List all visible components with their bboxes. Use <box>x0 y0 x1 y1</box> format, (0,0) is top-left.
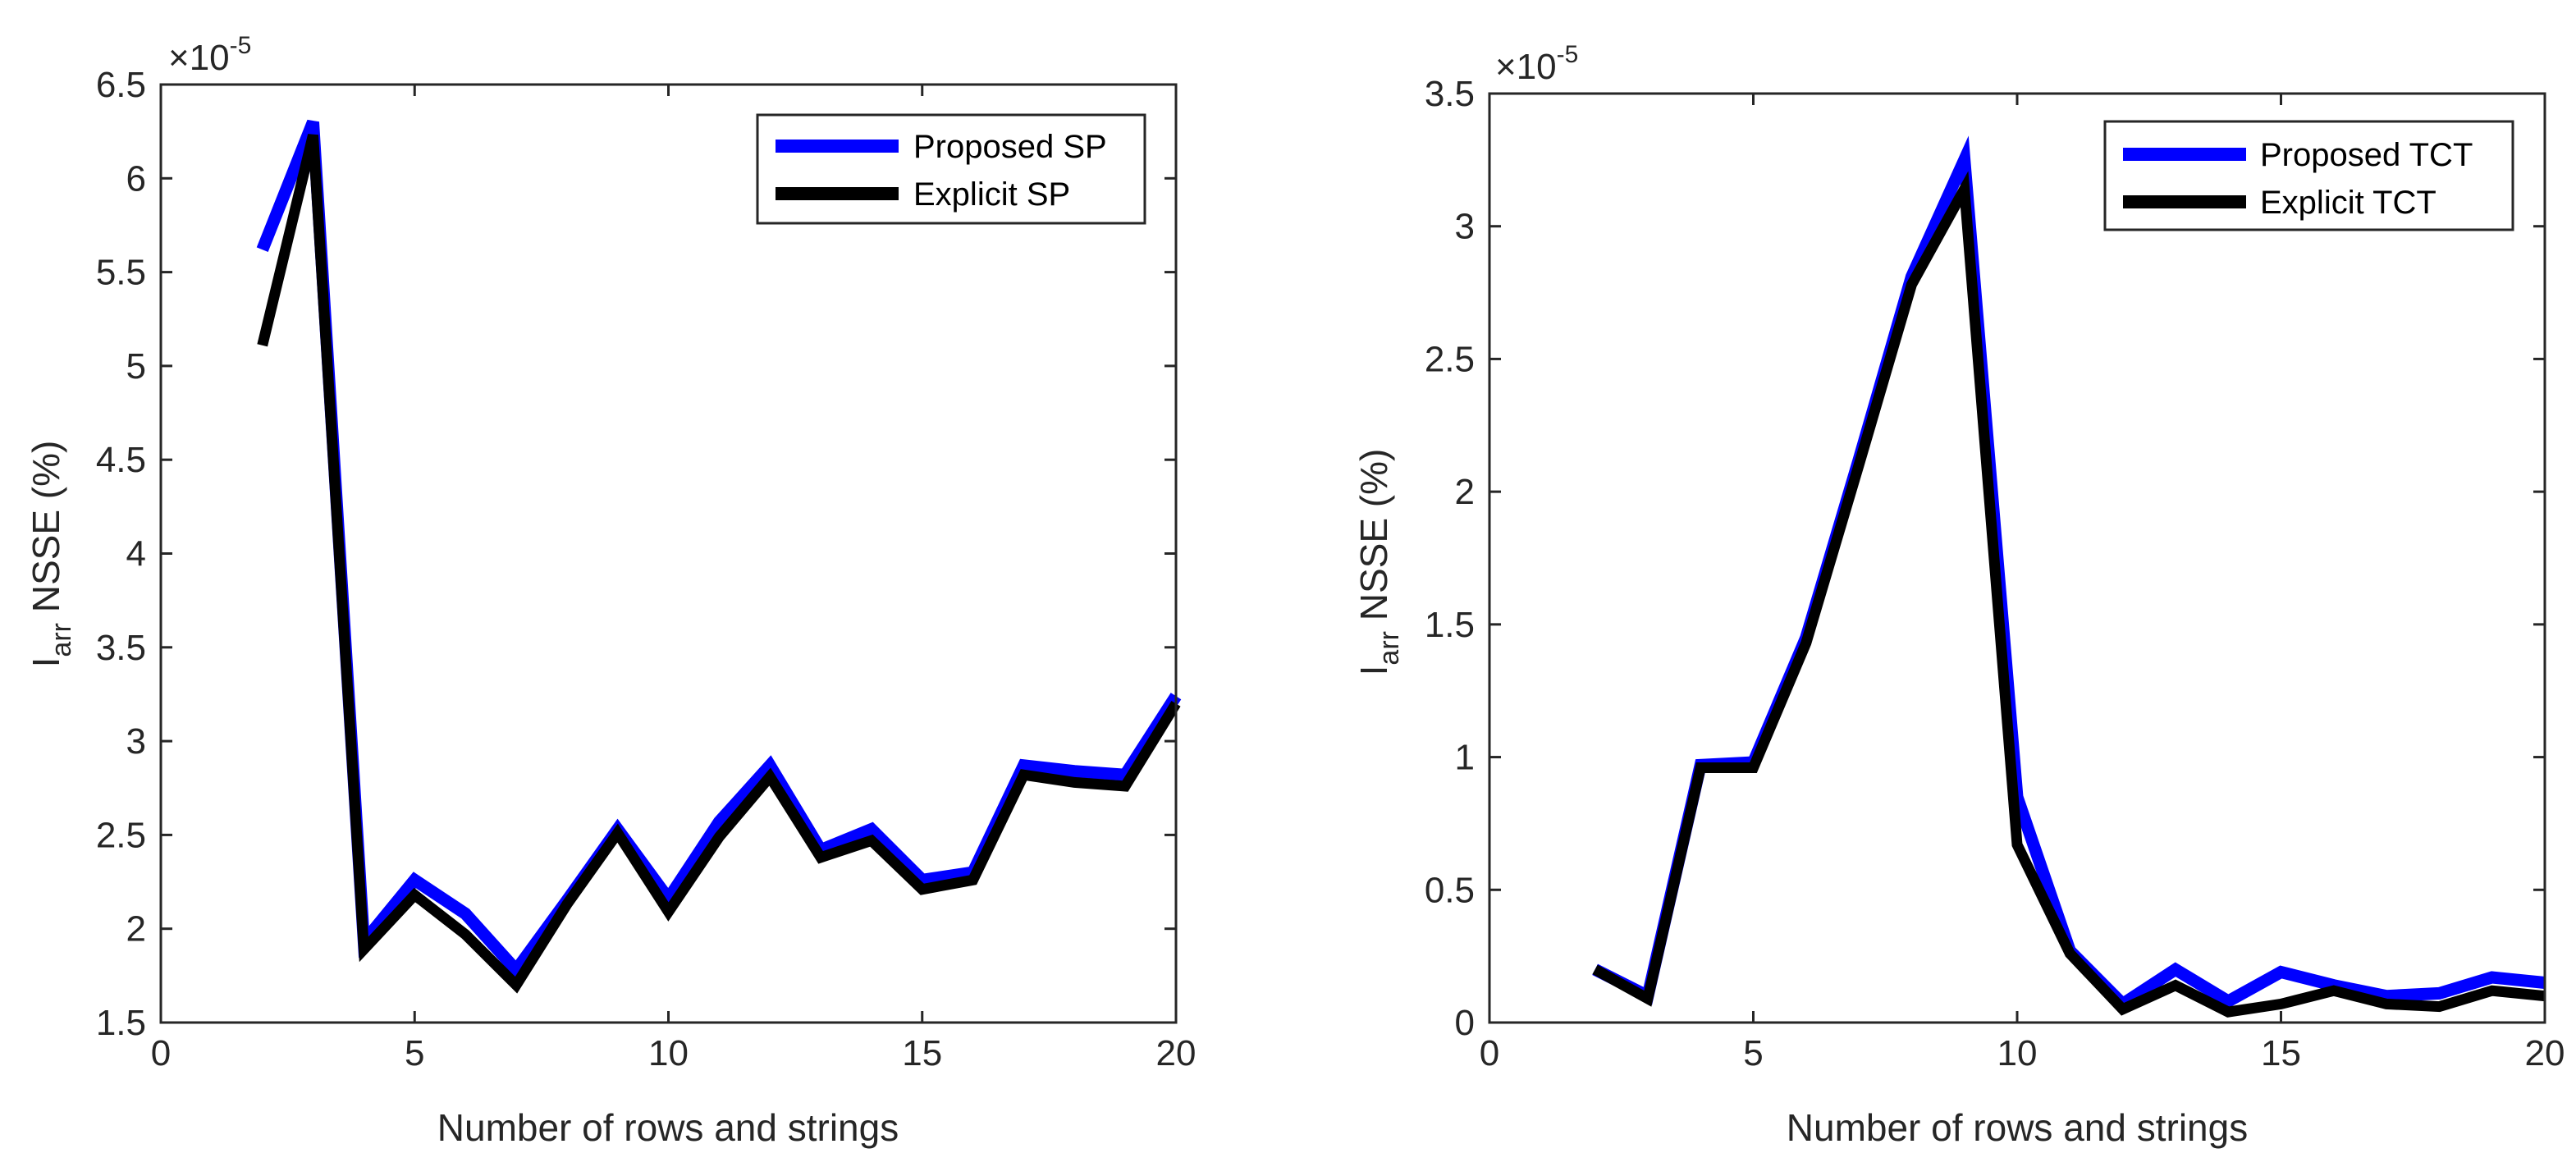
chart-left-ytick-label: 4.5 <box>96 440 146 480</box>
chart-left-series-lines <box>256 119 1182 994</box>
chart-left-xtick-label: 0 <box>151 1033 171 1073</box>
chart-left-xtick-label: 15 <box>902 1033 942 1073</box>
chart-right-ytick-label: 2 <box>1455 472 1475 512</box>
chart-left-ytick-label: 3.5 <box>96 628 146 668</box>
chart-left-legend-label-explicit: Explicit SP <box>913 176 1070 213</box>
chart-left-ytick-label: 3 <box>126 721 146 762</box>
chart-right-ytick-label: 3.5 <box>1425 74 1475 114</box>
chart-left-multiplier: ×10-5 <box>168 32 251 78</box>
chart-right-ytick-label: 0.5 <box>1425 870 1475 910</box>
chart-right-ytick-label: 1 <box>1455 738 1475 778</box>
chart-left-ytick-label: 6 <box>126 158 146 199</box>
chart-left-ytick-label: 2.5 <box>96 815 146 855</box>
chart-right-ytick-label: 3 <box>1455 207 1475 247</box>
chart-right-legend-box <box>2103 120 2514 231</box>
chart-left-xtick-label: 5 <box>405 1033 424 1073</box>
chart-left: 0 5 10 15 20 1.5 2 2.5 3 3.5 4 4.5 5 5.5 6 6.5 ×10-5 Nu… <box>25 32 1196 1149</box>
chart-right-xtick-label: 0 <box>1480 1033 1499 1073</box>
chart-right-xlabel: Number of rows and strings <box>1787 1106 2248 1149</box>
chart-left-axes-box <box>159 83 1178 1024</box>
chart-right: 0 5 10 15 20 0 0.5 1 1.5 2 2.5 3 3.5 ×10-5 Number of… <box>1352 41 2565 1149</box>
chart-left-series-proposed-sp <box>256 119 1182 980</box>
chart-right-grid-ticks: 0 5 10 15 20 0 0.5 1 1.5 2 2.5 3 3.5 <box>1425 74 2565 1073</box>
chart-left-ytick-label: 4 <box>126 534 146 574</box>
chart-left-ytick-label: 5.5 <box>96 253 146 293</box>
chart-right-xtick-label: 15 <box>2261 1033 2301 1073</box>
chart-left-ylabel: Iarr NSSE (%) <box>25 441 77 668</box>
chart-right-ytick-label: 2.5 <box>1425 339 1475 379</box>
chart-right-legend: Proposed TCT Explicit TCT <box>2103 120 2514 231</box>
chart-left-xtick-label: 10 <box>648 1033 689 1073</box>
chart-right-xtick-label: 20 <box>2525 1033 2565 1073</box>
chart-left-ytick-label: 1.5 <box>96 1003 146 1043</box>
chart-right-xtick-label: 5 <box>1743 1033 1763 1073</box>
chart-right-series-explicit-tct <box>1592 171 2546 1018</box>
chart-right-xtick-label: 10 <box>1997 1033 2038 1073</box>
chart-right-legend-label-proposed: Proposed TCT <box>2260 137 2473 173</box>
chart-right-legend-label-explicit: Explicit TCT <box>2260 185 2436 221</box>
chart-left-series-explicit-sp <box>257 134 1181 994</box>
chart-left-ytick-label: 5 <box>126 346 146 387</box>
chart-right-series-lines <box>1592 135 2546 1018</box>
chart-left-legend: Proposed SP Explicit SP <box>756 113 1146 225</box>
chart-right-axes-box <box>1488 92 2546 1024</box>
chart-left-ytick-label: 2 <box>126 909 146 949</box>
chart-right-ylabel: Iarr NSSE (%) <box>1352 449 1405 676</box>
chart-right-multiplier: ×10-5 <box>1495 41 1578 87</box>
chart-right-ytick-label: 0 <box>1455 1003 1475 1043</box>
chart-right-ytick-label: 1.5 <box>1425 605 1475 645</box>
chart-left-legend-label-proposed: Proposed SP <box>913 129 1107 165</box>
chart-left-xlabel: Number of rows and strings <box>437 1106 899 1149</box>
chart-left-legend-box <box>756 113 1146 225</box>
chart-left-xtick-label: 20 <box>1156 1033 1196 1073</box>
chart-left-grid-ticks: 0 5 10 15 20 1.5 2 2.5 3 3.5 4 4.5 5 5.5 6 6.5 <box>96 65 1196 1073</box>
chart-left-ytick-label: 6.5 <box>96 65 146 105</box>
